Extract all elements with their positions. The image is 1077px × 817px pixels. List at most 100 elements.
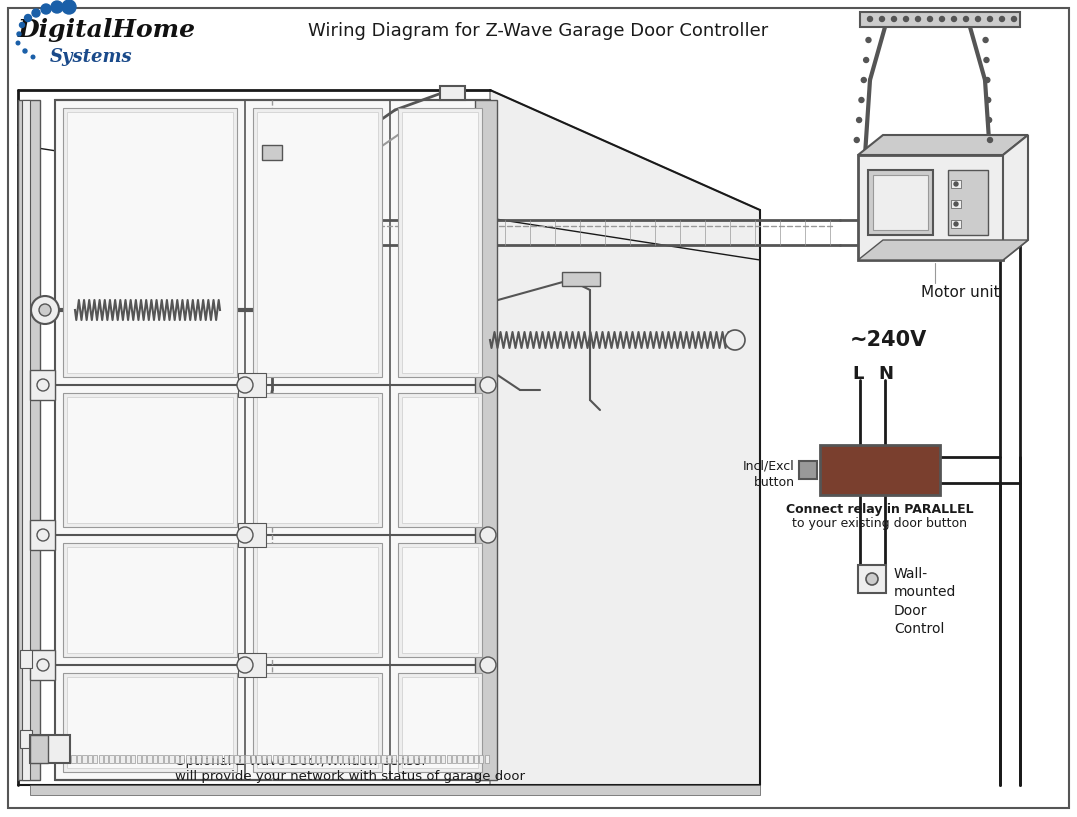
Bar	[20, 730, 32, 748]
Bar	[873, 175, 928, 230]
Polygon shape	[858, 135, 1029, 155]
Bar	[115, 755, 120, 763]
Circle shape	[16, 41, 19, 45]
Bar	[55, 100, 490, 780]
Bar	[799, 461, 817, 479]
Bar	[62, 393, 237, 527]
Bar	[240, 755, 244, 763]
Circle shape	[954, 182, 959, 186]
Bar	[338, 755, 342, 763]
Circle shape	[23, 49, 27, 53]
Bar	[397, 755, 402, 763]
Circle shape	[51, 1, 62, 13]
Bar	[257, 677, 378, 768]
Bar	[948, 170, 988, 235]
Bar	[62, 543, 237, 657]
Bar	[251, 755, 255, 763]
Bar	[180, 755, 184, 763]
Bar	[951, 200, 961, 208]
Circle shape	[866, 38, 871, 42]
Bar	[479, 755, 484, 763]
Circle shape	[915, 16, 921, 21]
Circle shape	[984, 57, 989, 62]
Bar	[858, 155, 1003, 260]
Bar	[20, 650, 32, 668]
Circle shape	[237, 377, 253, 393]
Circle shape	[976, 16, 980, 21]
Bar	[256, 755, 261, 763]
Circle shape	[984, 78, 990, 83]
Bar	[463, 755, 467, 763]
Circle shape	[867, 16, 872, 21]
Bar	[376, 755, 380, 763]
Bar	[402, 397, 478, 523]
Bar	[333, 755, 337, 763]
Circle shape	[880, 16, 884, 21]
Bar	[82, 755, 86, 763]
Circle shape	[859, 97, 864, 102]
Bar	[398, 108, 482, 377]
Bar	[235, 755, 239, 763]
Bar	[951, 180, 961, 188]
Circle shape	[954, 202, 959, 206]
Bar	[67, 547, 233, 653]
Bar	[272, 755, 277, 763]
Bar	[18, 100, 40, 780]
Circle shape	[939, 16, 945, 21]
Bar	[419, 755, 423, 763]
Bar	[185, 755, 190, 763]
Bar	[67, 677, 233, 768]
Bar	[87, 755, 92, 763]
Bar	[174, 755, 179, 763]
Bar	[278, 755, 282, 763]
Bar	[951, 220, 961, 228]
Polygon shape	[858, 240, 1029, 260]
Bar	[327, 755, 332, 763]
Bar	[229, 755, 234, 763]
Bar	[55, 755, 59, 763]
Text: ~240V: ~240V	[850, 330, 927, 350]
Circle shape	[25, 15, 31, 21]
Bar	[253, 393, 382, 527]
Circle shape	[987, 118, 992, 123]
Bar	[66, 755, 70, 763]
Circle shape	[983, 38, 988, 42]
Circle shape	[725, 330, 745, 350]
Text: L: L	[852, 365, 864, 383]
Bar	[262, 755, 266, 763]
Bar	[474, 755, 478, 763]
Circle shape	[892, 16, 896, 21]
Circle shape	[854, 137, 859, 142]
Bar	[207, 755, 211, 763]
Circle shape	[988, 137, 993, 142]
Bar	[442, 755, 446, 763]
Bar	[224, 755, 228, 763]
Circle shape	[951, 16, 956, 21]
Circle shape	[862, 78, 866, 83]
Circle shape	[37, 529, 48, 541]
Bar	[253, 108, 382, 377]
Bar	[238, 653, 266, 677]
Bar	[402, 112, 478, 373]
Bar	[316, 755, 320, 763]
Circle shape	[237, 657, 253, 673]
Bar	[344, 755, 348, 763]
Bar	[238, 523, 266, 547]
Circle shape	[31, 56, 34, 59]
Circle shape	[927, 16, 933, 21]
Bar	[468, 755, 473, 763]
Circle shape	[866, 573, 878, 585]
Bar	[126, 755, 130, 763]
Bar	[458, 755, 462, 763]
Circle shape	[62, 0, 76, 14]
Polygon shape	[490, 90, 760, 785]
Bar	[262, 145, 282, 160]
Text: Wiring Diagram for Z-Wave Garage Door Controller: Wiring Diagram for Z-Wave Garage Door Co…	[308, 22, 768, 40]
Bar	[402, 677, 478, 768]
Bar	[196, 755, 200, 763]
Bar	[142, 755, 146, 763]
Bar	[392, 755, 396, 763]
Circle shape	[19, 23, 25, 28]
Bar	[257, 547, 378, 653]
Circle shape	[988, 16, 993, 21]
